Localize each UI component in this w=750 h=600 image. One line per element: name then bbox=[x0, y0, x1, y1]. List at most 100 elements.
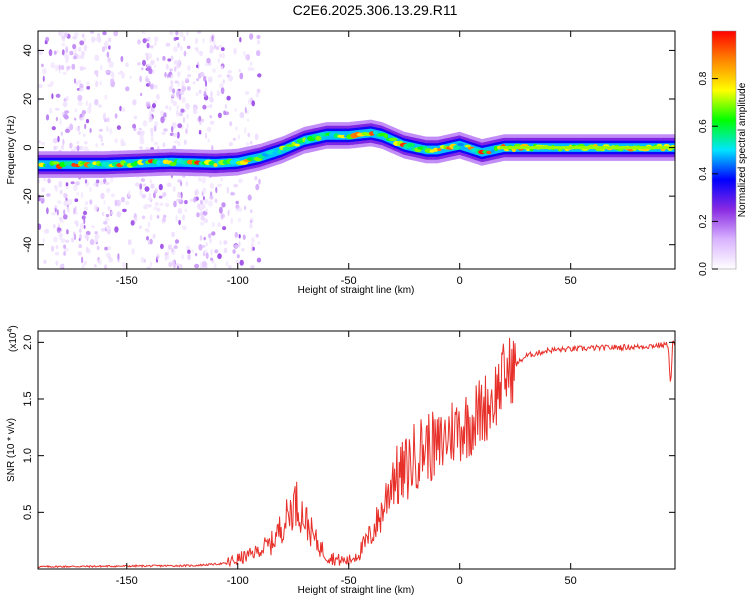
noise-speckle bbox=[140, 178, 145, 182]
noise-speckle bbox=[55, 245, 59, 250]
noise-speckle bbox=[158, 183, 163, 191]
noise-speckle bbox=[169, 31, 174, 36]
noise-speckle bbox=[217, 183, 223, 187]
y-tick-label: 20 bbox=[22, 93, 34, 105]
figure-title: C2E6.2025.306.13.29.R11 bbox=[293, 2, 458, 18]
noise-speckle bbox=[156, 215, 160, 219]
noise-speckle bbox=[174, 242, 177, 247]
noise-speckle bbox=[171, 248, 174, 253]
noise-speckle bbox=[132, 99, 137, 106]
noise-speckle bbox=[256, 257, 262, 263]
noise-speckle bbox=[170, 97, 174, 104]
noise-speckle bbox=[255, 183, 260, 191]
noise-speckle bbox=[222, 226, 227, 231]
noise-speckle bbox=[58, 180, 63, 188]
noise-speckle bbox=[82, 210, 88, 216]
noise-speckle bbox=[90, 31, 95, 34]
noise-speckle bbox=[127, 239, 132, 246]
noise-speckle bbox=[84, 141, 88, 145]
noise-speckle bbox=[41, 187, 46, 193]
noise-speckle bbox=[131, 248, 135, 255]
noise-speckle bbox=[239, 37, 242, 43]
noise-speckle bbox=[146, 236, 149, 241]
noise-speckle bbox=[63, 214, 68, 220]
noise-speckle bbox=[169, 244, 173, 250]
noise-speckle bbox=[176, 131, 180, 139]
noise-speckle bbox=[75, 222, 79, 227]
noise-speckle bbox=[45, 114, 50, 121]
noise-speckle bbox=[100, 192, 105, 200]
noise-speckle bbox=[196, 78, 200, 82]
noise-speckle bbox=[179, 112, 183, 117]
noise-speckle bbox=[153, 125, 157, 132]
noise-speckle bbox=[110, 78, 114, 84]
noise-speckle bbox=[177, 194, 182, 198]
noise-speckle bbox=[74, 198, 79, 202]
noise-speckle bbox=[84, 66, 87, 70]
noise-speckle bbox=[159, 202, 164, 206]
noise-speckle bbox=[69, 50, 74, 56]
noise-speckle bbox=[179, 93, 182, 101]
ridge-blob bbox=[464, 144, 471, 148]
noise-speckle bbox=[94, 99, 99, 106]
noise-speckle bbox=[179, 31, 184, 38]
noise-speckle bbox=[85, 119, 90, 124]
snr-x-label: Height of straight line (km) bbox=[298, 585, 415, 596]
noise-speckle bbox=[255, 233, 259, 238]
noise-speckle bbox=[160, 243, 164, 250]
noise-speckle bbox=[154, 201, 159, 207]
noise-speckle bbox=[96, 73, 99, 78]
noise-speckle bbox=[108, 45, 111, 50]
noise-speckle bbox=[134, 217, 138, 222]
noise-speckle bbox=[81, 256, 84, 264]
noise-speckle bbox=[94, 36, 100, 42]
noise-speckle bbox=[256, 88, 261, 94]
snr-background bbox=[38, 331, 675, 569]
noise-speckle bbox=[180, 180, 183, 187]
noise-speckle bbox=[172, 88, 176, 94]
spectrogram-frame bbox=[37, 30, 676, 270]
noise-speckle bbox=[60, 65, 65, 71]
noise-speckle bbox=[147, 239, 151, 245]
noise-speckle bbox=[220, 65, 224, 70]
noise-speckle bbox=[150, 183, 155, 189]
noise-speckle bbox=[198, 50, 204, 57]
noise-speckle bbox=[60, 131, 63, 136]
noise-speckle bbox=[142, 59, 146, 66]
noise-speckle bbox=[65, 239, 70, 243]
noise-speckle bbox=[238, 218, 241, 223]
noise-speckle bbox=[140, 256, 145, 263]
noise-speckle bbox=[181, 253, 184, 260]
noise-speckle bbox=[104, 246, 108, 251]
noise-speckle bbox=[69, 123, 74, 131]
noise-speckle bbox=[53, 50, 57, 55]
noise-speckle bbox=[125, 86, 130, 92]
noise-speckle bbox=[142, 183, 146, 187]
noise-speckle bbox=[166, 182, 172, 188]
noise-speckle bbox=[154, 84, 158, 90]
noise-speckle bbox=[209, 195, 214, 200]
noise-speckle bbox=[58, 70, 61, 74]
noise-speckle bbox=[38, 140, 41, 144]
noise-speckle bbox=[164, 254, 170, 260]
noise-speckle bbox=[175, 31, 179, 36]
noise-speckle bbox=[211, 221, 215, 228]
noise-speckle bbox=[79, 117, 85, 121]
noise-speckle bbox=[198, 129, 202, 135]
noise-speckle bbox=[86, 81, 90, 86]
noise-speckle bbox=[79, 40, 85, 46]
noise-speckle bbox=[223, 247, 228, 254]
noise-speckle bbox=[200, 118, 205, 123]
noise-speckle bbox=[181, 85, 186, 92]
noise-speckle bbox=[213, 263, 217, 269]
noise-speckle bbox=[107, 57, 111, 63]
noise-speckle bbox=[104, 41, 109, 46]
noise-speckle bbox=[83, 260, 88, 266]
noise-speckle bbox=[80, 51, 85, 56]
colorbar-tick-label: 0.4 bbox=[698, 166, 709, 180]
noise-speckle bbox=[164, 202, 170, 208]
noise-speckle bbox=[75, 181, 80, 186]
noise-speckle bbox=[196, 47, 199, 54]
noise-speckle bbox=[164, 72, 167, 78]
noise-speckle bbox=[165, 105, 169, 110]
